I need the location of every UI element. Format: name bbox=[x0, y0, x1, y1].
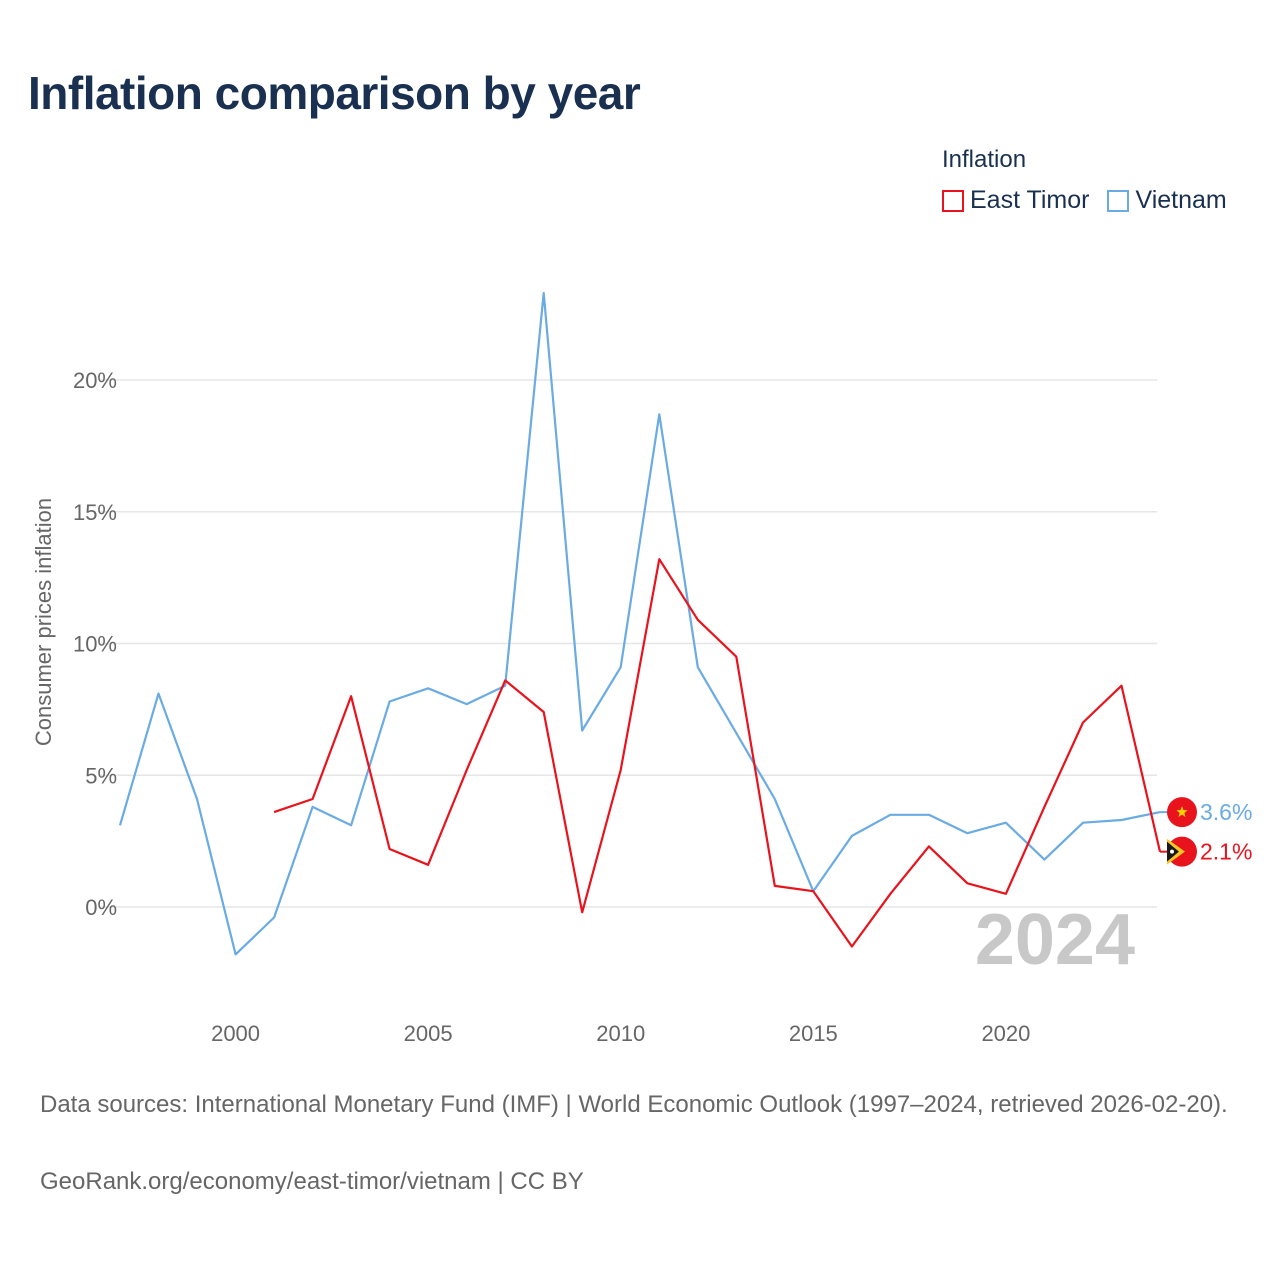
x-tick-label: 2005 bbox=[404, 1021, 453, 1046]
legend-label-east-timor: East Timor bbox=[970, 186, 1090, 214]
x-tick-label: 2010 bbox=[596, 1021, 645, 1046]
end-markers: 2.1% 3.6% bbox=[1160, 797, 1252, 867]
credit-link[interactable]: GeoRank.org/economy/east-timor/vietnam |… bbox=[40, 1168, 584, 1195]
series-line-vietnam[interactable] bbox=[118, 291, 1161, 956]
legend-item-east-timor[interactable]: East Timor bbox=[942, 186, 1089, 215]
x-tick-label: 2020 bbox=[981, 1021, 1030, 1046]
y-tick-label: 20% bbox=[73, 368, 117, 393]
y-tick-label: 0% bbox=[85, 895, 117, 920]
chart-title: Inflation comparison by year bbox=[28, 67, 641, 119]
y-tick-label: 10% bbox=[73, 632, 117, 657]
x-tick-labels: 2000 2005 2010 2015 2020 bbox=[211, 1021, 1030, 1046]
series-lines bbox=[118, 291, 1162, 956]
gridlines bbox=[100, 379, 1157, 908]
end-value-label: 3.6% bbox=[1200, 799, 1252, 825]
vietnam-flag-icon bbox=[1167, 797, 1197, 828]
x-tick-label: 2015 bbox=[789, 1021, 838, 1046]
y-tick-label: 15% bbox=[73, 500, 117, 525]
series-line-east-timor[interactable] bbox=[273, 558, 1162, 948]
legend-label-vietnam: Vietnam bbox=[1135, 186, 1227, 214]
legend-swatch-vietnam bbox=[1107, 189, 1130, 212]
legend-swatch-east-timor bbox=[942, 189, 964, 212]
year-watermark: 2024 bbox=[975, 900, 1135, 980]
x-tick-label: 2000 bbox=[211, 1021, 260, 1046]
data-source-note: Data sources: International Monetary Fun… bbox=[40, 1091, 1228, 1118]
end-value-label: 2.1% bbox=[1200, 839, 1252, 865]
legend-title: Inflation bbox=[942, 146, 1027, 173]
legend: East Timor Vietnam bbox=[942, 186, 1227, 215]
y-tick-label: 5% bbox=[85, 763, 117, 788]
east-timor-flag-icon bbox=[1167, 836, 1197, 867]
y-tick-labels: 0% 5% 10% 15% 20% bbox=[73, 368, 117, 920]
legend-item-vietnam[interactable]: Vietnam bbox=[1107, 186, 1227, 215]
